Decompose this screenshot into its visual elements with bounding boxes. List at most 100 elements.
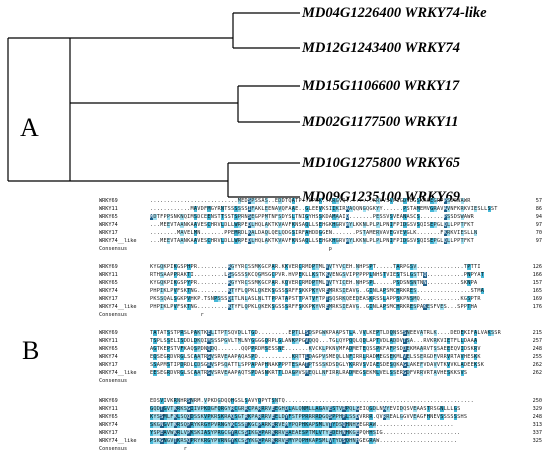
sequence-position: 215 (532, 330, 542, 336)
consensus-row: Consensus p (0, 246, 550, 253)
sequence-residues: SSAPMSTIPDRDLCDSGRVSPSQATTLSPPAPAPHNAKPP… (150, 362, 485, 368)
alignment-row: WRKY69 EDSVIVKRNHRSNRM.VPKDGDQQHGSLSAVYQP… (0, 398, 550, 405)
alignment-row: WRKY65 KYSSMLFKLSQQDSSKVPKRSKRAQSGTRKPARR… (0, 414, 550, 421)
sequence-position: 70 (535, 230, 542, 236)
sequence-name: WRKY74__like (99, 304, 137, 310)
alignment-row: WRKY17 SSAPMSTIPDRDLCDSGRVSPSQATTLSPPAPAP… (0, 362, 550, 369)
sequence-residues: MDTFPPSNKNQIMSDCEENSTTSSTSPRNSEGPPMTNFSD… (150, 214, 474, 220)
sequence-position: 255 (532, 354, 542, 360)
sequence-position: 166 (532, 272, 542, 278)
sequence-residues: RTHSAAPPRAKTI.........LSSGSSSKCQGMSGCPVR… (150, 272, 485, 278)
alignment-row: WRKY74__like PHPIKLPVFSKTNG.........KTYFL… (0, 304, 550, 311)
sequence-name: WRKY69 (99, 330, 118, 336)
sequence-name: WRKY74 (99, 222, 118, 228)
alignment-row: WRKY17 YSPEAVWKRLVPKSKIASYPRGCGYRCSSIKGCP… (0, 430, 550, 437)
alignment-row: WRKY11 GQDTGVTKRKSGIIVPKDGFQRGYRCGRRCPARR… (0, 406, 550, 413)
sequence-position: 257 (532, 338, 542, 344)
alignment-row: WRKY11 RTHSAAPPRAKTI.........LSSGSSSKCQGM… (0, 272, 550, 279)
sequence-position: 248 (532, 346, 542, 352)
sequence-position: 337 (532, 430, 542, 436)
alignment-row: WRKY65 MDTFPPSNKNQIMSDCEENSTTSSTSPRNSEGPP… (0, 214, 550, 221)
sequence-residues: PHPIKLPVFSKTNG.........KTYFLQPKLQKEKSGSS… (150, 304, 478, 310)
alignment-row: WRKY74 ...MEEVTAANKAAVESCHRVLDLLWRPEDLHQL… (0, 222, 550, 229)
tree-leaf-label: MD02G1177500 WRKY11 (302, 114, 459, 130)
alignment-row: WRKY74 PHPIKLPVFSKTNG.........KTYFLQPKLQK… (0, 288, 550, 295)
sequence-residues: ........MAVELMN.......PPEMRDLKALDAQLQELQ… (150, 230, 478, 236)
sequence-position: 329 (532, 406, 542, 412)
sequence-name: WRKY11 (99, 206, 118, 212)
sequence-residues: ...MEEVTAANKAAVESCHRVLDLLWRPEDLHQLAKTKVA… (150, 238, 474, 244)
sequence-position: 86 (535, 206, 542, 212)
sequence-position: 176 (532, 304, 542, 310)
alignment-row: WRKY74__like PSKGNGVTKRSQPRYKRGYPVRNGYKCS… (0, 438, 550, 445)
consensus-sequence: r (150, 312, 204, 318)
sequence-name: WRKY74 (99, 422, 118, 428)
sequence-name: WRKY69 (99, 264, 118, 270)
alignment-row: WRKY69 TATATSSTPRSLPAKTKELITPTSQVDLLTGD..… (0, 330, 550, 337)
sequence-position: 169 (532, 296, 542, 302)
consensus-label: Consensus (99, 246, 128, 252)
alignment-row: WRKY65 KYGQKPIKGSPYPR.........RGYYRCSSMKG… (0, 280, 550, 287)
sequence-residues: ...MEEVTAANKAAVESCHRVLDLLWRPEDLHQLAKTKVA… (150, 222, 474, 228)
sequence-position: 262 (532, 362, 542, 368)
alignment-row: WRKY11 TSPLSSELISDDLDKQIMSSSPGVLTMLNYGGGG… (0, 338, 550, 345)
sequence-residues: TATATSSTPRSLPAKTKELITPTSQVDLLTGD........… (150, 330, 501, 336)
consensus-label: Consensus (99, 378, 128, 384)
phylogenetic-tree (7, 12, 300, 198)
sequence-position: 262 (532, 370, 542, 376)
sequence-name: WRKY74__like (99, 238, 137, 244)
consensus-sequence: p (150, 246, 333, 252)
tree-leaf-label: MD12G1243400 WRKY74 (302, 40, 461, 56)
sequence-position: 248 (532, 414, 542, 420)
sequence-name: WRKY74__like (99, 370, 137, 376)
sequence-name: WRKY69 (99, 198, 118, 204)
sequence-name: WRKY11 (99, 338, 118, 344)
sequence-position: 97 (535, 238, 542, 244)
panel-a-label: A (20, 113, 39, 142)
sequence-position: 97 (535, 222, 542, 228)
sequence-residues: PKSSQALSGKPVHKP.TSNPSSSQITLNLASLNLTTPPAT… (150, 296, 481, 302)
sequence-residues: ............MAVDFMGYRNTSSSSSSIFAKLEENAVQ… (150, 206, 498, 212)
consensus-row: Consensus r (0, 446, 550, 453)
alignment-row: WRKY74 EQSEGRDVRGLSCAATRGVSRVEAAPAQASPD..… (0, 354, 550, 361)
sequence-residues: PSKGNGVTKRSQPRYKRGYPVRNGYKCSSYKGCPARKRRV… (150, 438, 458, 444)
panel-b-label: B (22, 336, 40, 365)
sequence-position: 126 (532, 264, 542, 270)
alignment-row: WRKY74__like EESEGRDVRGLSCAATRGVSRVEAAPAQ… (0, 370, 550, 377)
sequence-residues: ..........................MEDSPSSAS..EDD… (150, 198, 471, 204)
sequence-residues: KYGQKPIKGSPHPR.........RGYYRCSSMKGCPAR.K… (150, 264, 481, 270)
sequence-position: 165 (532, 288, 542, 294)
alignment-row: WRKY65 AGTKEPSTVFKAQSPDNQDQ.......QQPPRDM… (0, 346, 550, 353)
sequence-residues: YSPEAVWKRLVPKSKIASYPRGCGYRCSSIKGCPARKRRV… (150, 430, 461, 436)
consensus-sequence (150, 378, 164, 385)
tree-leaf-label: MD15G1106600 WRKY17 (302, 78, 460, 94)
sequence-position: 57 (535, 198, 542, 204)
sequence-position: 94 (535, 214, 542, 220)
consensus-sequence: r (150, 446, 188, 452)
sequence-residues: KYGQKPIKGSPYPR.........RGYYRCSSMKGCPAR.K… (150, 280, 478, 286)
sequence-name: WRKY65 (99, 414, 118, 420)
sequence-name: WRKY17 (99, 362, 118, 368)
sequence-name: WRKY69 (99, 398, 118, 404)
sequence-name: WRKY17 (99, 296, 118, 302)
consensus-row: Consensus (0, 378, 550, 385)
sequence-name: WRKY11 (99, 272, 118, 278)
sequence-residues: AGTKEPSTVFKAQSPDNQDQ.......QQPPRDMSESSNE… (150, 346, 481, 352)
alignment-row: WRKY17 ........MAVELMN.......PPEMRDLKALDA… (0, 230, 550, 237)
sequence-name: WRKY17 (99, 430, 118, 436)
sequence-residues: GQDTGVTKRKSGIIVPKDGFQRGYRCGRRCPARRRVEEGH… (150, 406, 461, 412)
sequence-name: WRKY65 (99, 346, 118, 352)
consensus-label: Consensus (99, 446, 128, 452)
consensus-row: Consensus r (0, 312, 550, 319)
sequence-position: 157 (532, 280, 542, 286)
sequence-alignment: WRKY69 ..........................MEDSPSSA… (0, 198, 550, 468)
alignment-row: WRKY69 ..........................MEDSPSSA… (0, 198, 550, 205)
sequence-name: WRKY74__like (99, 438, 137, 444)
alignment-row: WRKY69 KYGQKPIKGSPHPR.........RGYYRCSSMKG… (0, 264, 550, 271)
sequence-residues: EQSEGRDVRGLSCAATRGVSRVEAAPAQASPD........… (150, 354, 481, 360)
sequence-name: WRKY65 (99, 280, 118, 286)
tree-leaf-label: MD10G1275800 WRKY65 (302, 155, 461, 171)
alignment-row: WRKY11 ............MAVDFMGYRNTSSSSSSIFAKL… (0, 206, 550, 213)
tree-leaf-label: MD09G1235100 WRKY69 (302, 189, 461, 205)
alignment-row: WRKY74 SKGNGVTKRSQPRYKRGYPVRNGYKCSSYKGCPA… (0, 422, 550, 429)
